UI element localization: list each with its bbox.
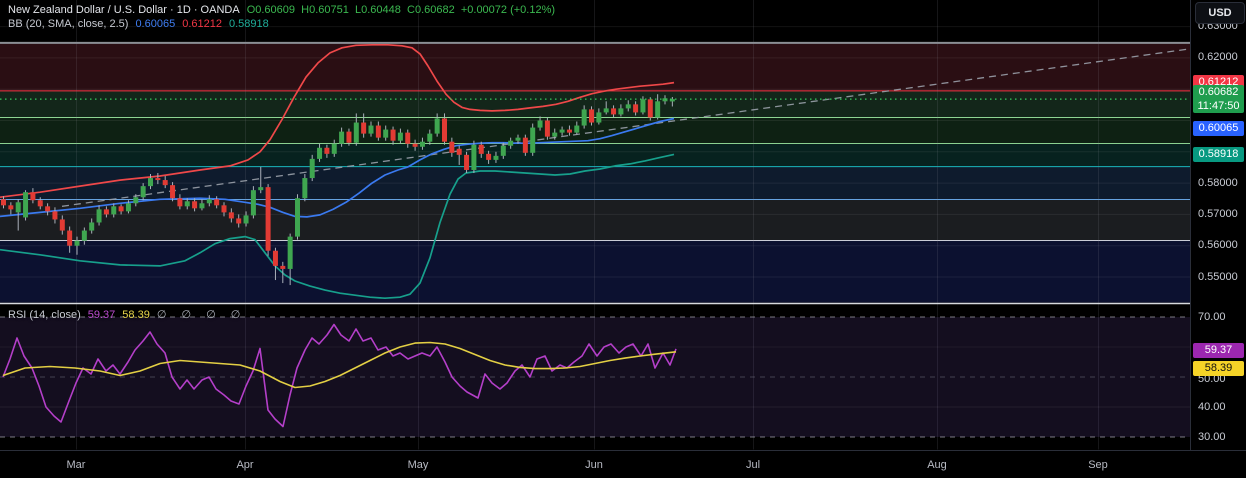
price-axis-label: 0.57000 xyxy=(1198,207,1238,220)
price-axis-label: 0.62000 xyxy=(1198,51,1238,64)
bb-lower-badge: 0.58918 xyxy=(1193,146,1244,162)
zone-navy-zone xyxy=(0,167,1190,201)
rsi-axis-label: 40.00 xyxy=(1198,400,1226,413)
zone-neutral-zone xyxy=(0,200,1190,242)
rsi-axis-label: 70.00 xyxy=(1198,310,1226,323)
zone-teal-zone xyxy=(0,143,1190,168)
rsi-empty-values: ∅ ∅ ∅ ∅ xyxy=(156,309,247,321)
zone-supply-green-upper xyxy=(0,91,1190,118)
bb-lower-value: 0.58918 xyxy=(228,18,269,30)
rsi-axis-label: 50.00 xyxy=(1198,372,1226,385)
rsi-axis-label: 30.00 xyxy=(1198,430,1226,443)
price-axis-label: 0.58000 xyxy=(1198,176,1238,189)
candles-layer xyxy=(1,94,675,286)
time-axis-label-jul: Jul xyxy=(745,459,761,471)
rsi-value-badge: 59.37 xyxy=(1193,342,1244,358)
time-axis-label-mar: Mar xyxy=(66,459,86,471)
rsi-legend[interactable]: RSI (14, close) 59.37 58.39 ∅ ∅ ∅ ∅ xyxy=(8,308,246,321)
price-axis-label: 0.56000 xyxy=(1198,239,1238,252)
bar-countdown: 11:47:50 xyxy=(1197,100,1240,113)
time-axis-label-may: May xyxy=(407,459,429,471)
bb-legend-name: BB (20, SMA, close, 2.5) xyxy=(8,18,129,30)
zone-indigo-zone xyxy=(0,241,1190,303)
time-axis-label-jun: Jun xyxy=(585,459,603,471)
change-value: +0.00072 (+0.12%) xyxy=(460,4,556,16)
bb-basis-value: 0.60065 xyxy=(135,18,176,30)
symbol-legend[interactable]: New Zealand Dollar / U.S. Dollar · 1D · … xyxy=(8,4,555,16)
rsi-ma-badge: 58.39 xyxy=(1193,360,1244,376)
time-axis-label-sep: Sep xyxy=(1088,459,1108,471)
grid-layer xyxy=(0,0,1190,450)
time-axis-label-aug: Aug xyxy=(927,459,947,471)
bollinger-bands-layer xyxy=(0,43,675,300)
rsi-pane-layer xyxy=(0,316,1190,438)
symbol-title: New Zealand Dollar / U.S. Dollar · 1D · … xyxy=(8,4,240,16)
rsi-legend-name: RSI (14, close) xyxy=(8,309,81,321)
time-axis-label-apr: Apr xyxy=(236,459,254,471)
ohlc-values: O0.60609 H0.60751 L0.60448 C0.60682 +0.0… xyxy=(246,4,556,16)
price-axis-label: 0.55000 xyxy=(1198,270,1238,283)
price-axis[interactable]: USD 0.63000 0.62000 0.58000 0.57000 0.56000 0… xyxy=(1190,0,1246,478)
rsi-ma-value: 58.39 xyxy=(122,309,150,321)
last-price-badge: 0.60682 11:47:50 xyxy=(1193,85,1244,114)
price-zones-layer xyxy=(0,41,1190,303)
time-axis[interactable]: Mar Apr May Jun Jul Aug Sep xyxy=(0,450,1246,478)
trendline-layer xyxy=(61,48,1191,207)
rsi-value: 59.37 xyxy=(87,309,116,321)
bb-basis-badge: 0.60065 xyxy=(1193,120,1244,136)
zone-resistance-red xyxy=(0,42,1190,92)
bb-legend[interactable]: BB (20, SMA, close, 2.5) 0.60065 0.61212… xyxy=(8,18,269,30)
currency-toggle-button[interactable]: USD xyxy=(1195,2,1245,24)
bb-upper-value: 0.61212 xyxy=(182,18,222,30)
